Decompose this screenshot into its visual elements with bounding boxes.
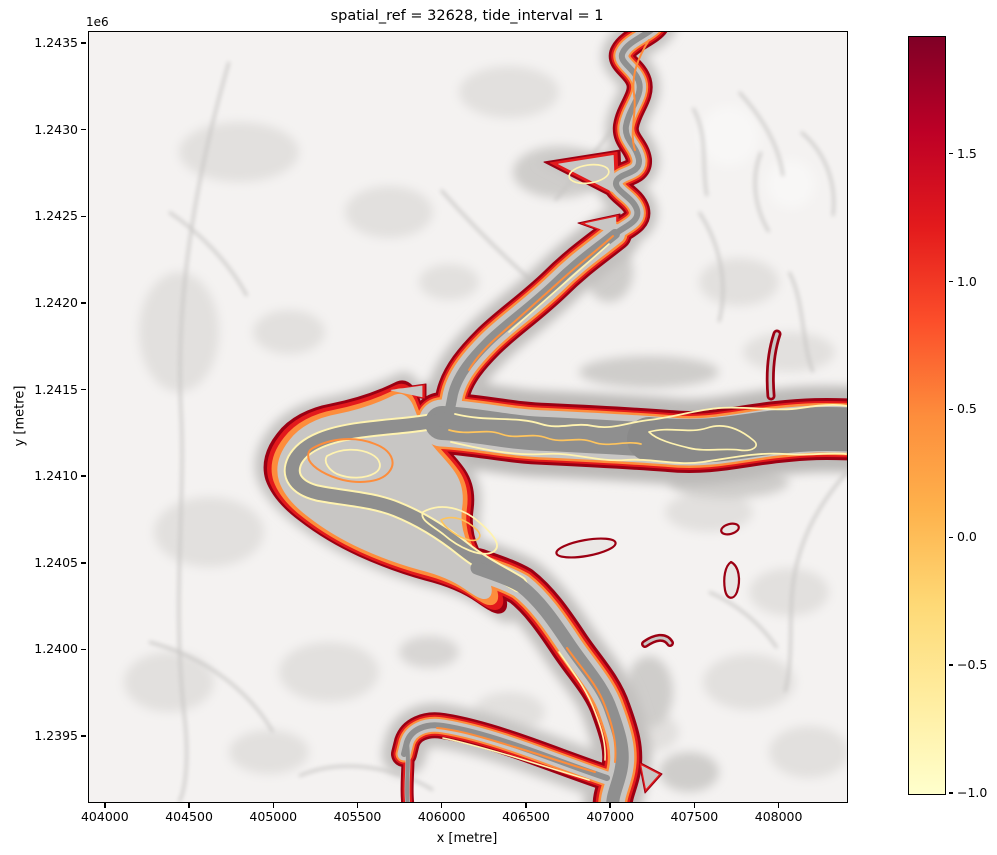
y-tick-label: 1.2405 <box>34 554 78 570</box>
isolated-contour-blobs <box>555 522 741 599</box>
x-tick-label: 407000 <box>586 809 635 824</box>
y-tick-label: 1.2400 <box>34 641 78 657</box>
colorbar-tick-label: 0.5 <box>957 401 977 417</box>
x-tick-mark <box>356 802 359 808</box>
colorbar <box>908 36 946 795</box>
colorbar-tick-mark <box>949 536 954 538</box>
x-axis-label: x [metre] <box>436 831 498 846</box>
colorbar-tick-label: 1.5 <box>957 145 977 161</box>
x-tick-label: 407500 <box>670 809 719 824</box>
x-tick-label: 406500 <box>502 809 550 824</box>
x-tick-mark <box>777 802 780 808</box>
y-tick-label: 1.2410 <box>34 468 78 484</box>
y-tick-label: 1.2395 <box>34 728 78 744</box>
y-tick-label: 1.2415 <box>34 381 78 397</box>
colorbar-tick-mark <box>949 792 954 794</box>
y-tick-mark <box>81 475 87 477</box>
y-tick-label: 1.2420 <box>34 294 78 310</box>
terrain-lines <box>148 61 847 802</box>
y-tick-mark <box>81 562 87 564</box>
x-tick-mark <box>609 802 611 808</box>
colorbar-tick-mark <box>949 408 954 411</box>
x-tick-mark <box>693 802 696 808</box>
x-tick-label: 408000 <box>754 809 803 824</box>
contour-map <box>89 32 847 802</box>
x-tick-mark <box>441 802 443 808</box>
colorbar-tick-label: −0.5 <box>957 657 988 673</box>
x-tick-label: 406000 <box>417 809 466 824</box>
colorbar-tick-mark <box>949 664 954 666</box>
x-tick-label: 404000 <box>80 809 129 824</box>
contour-squiggles-layer <box>307 39 847 781</box>
colorbar-tick-mark <box>949 280 954 283</box>
y-tick-mark <box>81 388 87 391</box>
y-tick-mark <box>81 648 87 651</box>
y-axis-offset-label: 1e6 <box>86 15 109 29</box>
y-tick-label: 1.2425 <box>34 208 78 224</box>
x-tick-mark <box>525 802 527 808</box>
colorbar-tick-label: 1.0 <box>957 273 977 289</box>
x-tick-mark <box>104 802 106 808</box>
x-tick-label: 405000 <box>249 809 298 824</box>
x-tick-label: 405500 <box>333 809 382 824</box>
plot-title: spatial_ref = 32628, tide_interval = 1 <box>330 8 604 24</box>
x-tick-label: 404500 <box>165 809 213 824</box>
colorbar-tick-mark <box>949 152 954 155</box>
y-tick-label: 1.2435 <box>34 35 78 51</box>
y-tick-mark <box>81 215 87 218</box>
y-tick-mark <box>81 42 87 44</box>
x-tick-mark <box>188 802 190 808</box>
y-tick-label: 1.2430 <box>34 121 78 137</box>
y-tick-mark <box>81 735 87 737</box>
colorbar-tick-label: 0.0 <box>957 529 977 545</box>
colorbar-tick-label: −1.0 <box>957 785 988 800</box>
x-tick-mark <box>272 802 274 808</box>
colorbar-gradient <box>909 37 945 794</box>
plot-area <box>88 31 848 803</box>
y-tick-mark <box>81 129 87 131</box>
y-tick-mark <box>81 302 87 304</box>
